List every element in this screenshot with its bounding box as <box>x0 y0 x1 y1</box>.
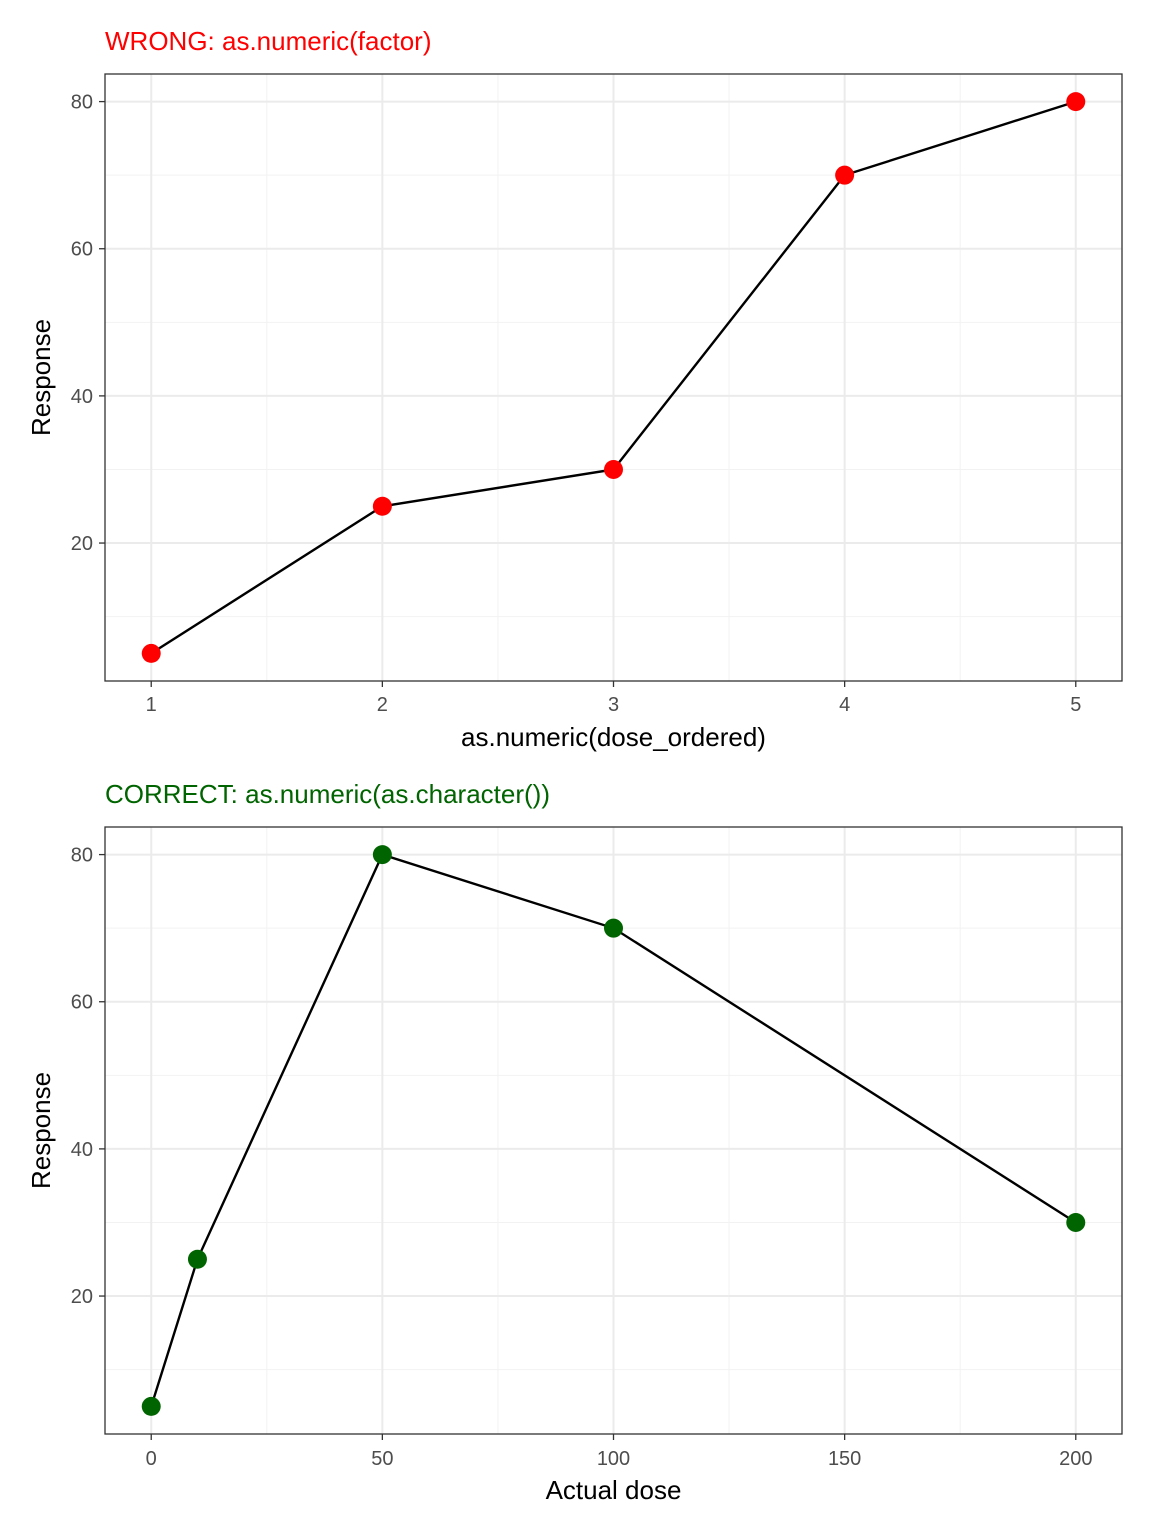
chart-panel-2: 20 40 60 80 0 50 100 150 200 CORRECT: as.numeric(… <box>26 779 1123 1505</box>
x-axis-title: as.numeric(dose_ordered) <box>461 722 766 752</box>
x-tick-label: 150 <box>828 1448 861 1470</box>
y-tick-label: 40 <box>71 1139 93 1161</box>
x-tick-label: 1 <box>146 694 157 716</box>
y-tick-label: 40 <box>71 386 93 408</box>
y-axis-title: Response <box>26 1072 56 1189</box>
y-axis-title: Response <box>26 319 56 436</box>
data-point <box>187 1249 207 1269</box>
x-tick-label: 3 <box>608 694 619 716</box>
data-point <box>141 1396 161 1416</box>
y-tick-label: 20 <box>71 1286 93 1308</box>
x-tick-label: 4 <box>839 694 850 716</box>
x-tick-label: 5 <box>1070 694 1081 716</box>
data-point <box>835 165 855 185</box>
x-axis-title: Actual dose <box>546 1475 682 1505</box>
data-point <box>604 459 623 479</box>
x-tick-label: 2 <box>377 694 388 716</box>
chart-title: WRONG: as.numeric(factor) <box>105 26 432 56</box>
data-point <box>372 496 392 516</box>
x-tick-label: 0 <box>146 1448 157 1470</box>
y-tick-label: 80 <box>71 845 93 867</box>
y-tick-label: 20 <box>71 533 93 555</box>
data-point <box>372 845 392 865</box>
data-point <box>141 643 161 663</box>
data-point <box>604 918 623 938</box>
y-tick-label: 60 <box>71 239 93 261</box>
chart-panel-1: 20 40 60 80 1 2 3 4 5 WRONG: as.numeric(factor) as… <box>26 26 1123 752</box>
y-tick-label: 60 <box>71 992 93 1014</box>
x-tick-label: 200 <box>1059 1448 1092 1470</box>
data-point <box>1066 92 1086 112</box>
x-tick-label: 50 <box>371 1448 393 1470</box>
x-tick-label: 100 <box>597 1448 630 1470</box>
chart-title: CORRECT: as.numeric(as.character()) <box>105 779 550 809</box>
data-point <box>1066 1212 1086 1232</box>
y-tick-label: 80 <box>71 92 93 114</box>
